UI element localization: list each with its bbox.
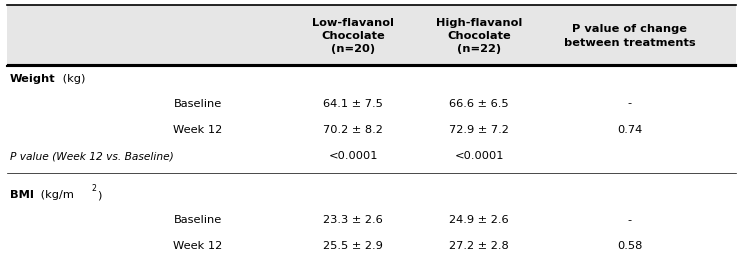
Text: BMI: BMI	[10, 190, 33, 200]
Text: Low-flavanol
Chocolate
(n=20): Low-flavanol Chocolate (n=20)	[312, 18, 395, 54]
Text: (kg): (kg)	[59, 74, 85, 84]
Text: Week 12: Week 12	[173, 241, 222, 251]
Text: (kg/m: (kg/m	[37, 190, 74, 200]
Bar	[7, 5, 736, 67]
Text: Baseline: Baseline	[174, 99, 222, 109]
Text: 25.5 ± 2.9: 25.5 ± 2.9	[323, 241, 383, 251]
Text: 0.58: 0.58	[617, 241, 643, 251]
Text: 64.1 ± 7.5: 64.1 ± 7.5	[323, 99, 383, 109]
Text: Baseline: Baseline	[174, 215, 222, 225]
Text: <0.0001: <0.0001	[455, 151, 504, 161]
Text: -: -	[628, 215, 632, 225]
Text: Week 12: Week 12	[173, 125, 222, 135]
Text: P value (Week 12 vs. Baseline): P value (Week 12 vs. Baseline)	[10, 151, 173, 161]
Text: 0.74: 0.74	[617, 125, 643, 135]
Text: 66.6 ± 6.5: 66.6 ± 6.5	[450, 99, 509, 109]
Text: 23.3 ± 2.6: 23.3 ± 2.6	[323, 215, 383, 225]
Text: Weight: Weight	[10, 74, 55, 84]
Text: 2: 2	[92, 184, 97, 193]
Text: -: -	[628, 99, 632, 109]
Text: 70.2 ± 8.2: 70.2 ± 8.2	[323, 125, 383, 135]
Text: P value of change
between treatments: P value of change between treatments	[564, 24, 695, 48]
Text: High-flavanol
Chocolate
(n=22): High-flavanol Chocolate (n=22)	[436, 18, 522, 54]
Text: 24.9 ± 2.6: 24.9 ± 2.6	[450, 215, 509, 225]
Text: <0.0001: <0.0001	[328, 151, 378, 161]
Text: 27.2 ± 2.8: 27.2 ± 2.8	[450, 241, 509, 251]
Text: 72.9 ± 7.2: 72.9 ± 7.2	[450, 125, 509, 135]
Text: ): )	[97, 190, 101, 200]
